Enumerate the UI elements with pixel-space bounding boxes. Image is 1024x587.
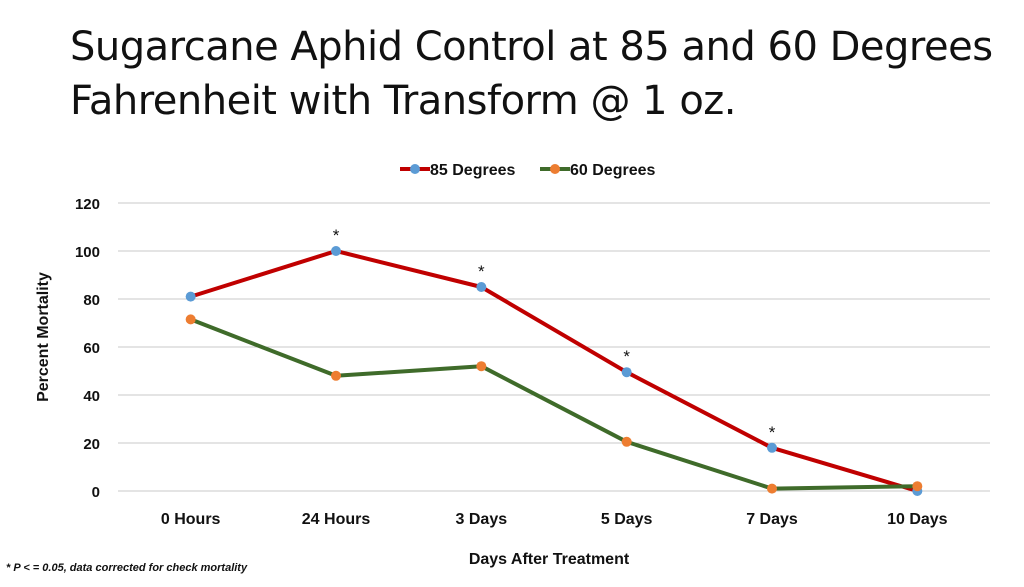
significance-marker: *	[478, 262, 485, 281]
x-tick-label: 10 Days	[887, 511, 948, 528]
footnote: * P < = 0.05, data corrected for check m…	[6, 562, 248, 574]
data-point	[331, 370, 341, 381]
data-point	[331, 246, 341, 256]
y-tick-label: 120	[75, 196, 100, 213]
legend-label: 60 Degrees	[570, 162, 655, 179]
legend-marker-swatch	[410, 164, 420, 174]
y-axis-tick-labels: 0 20 40 60 80 100 120	[75, 196, 100, 501]
x-tick-label: 24 Hours	[302, 511, 371, 528]
data-point	[912, 481, 923, 492]
chart-data-points	[185, 246, 923, 496]
chart-gridlines	[118, 202, 990, 492]
x-tick-label: 7 Days	[746, 511, 798, 528]
series-line	[190, 249, 918, 493]
data-point	[185, 291, 196, 302]
legend-item: 85 Degrees	[400, 162, 515, 179]
y-tick-label: 60	[83, 340, 100, 357]
data-point	[621, 367, 632, 378]
x-tick-label: 0 Hours	[161, 511, 221, 528]
slide-title-line-2: Fahrenheit with Transform @ 1 oz.	[70, 78, 737, 124]
chart-annotations: * * * *	[333, 226, 776, 442]
data-point	[476, 282, 487, 292]
data-point	[476, 361, 487, 372]
chart-series-lines	[189, 249, 918, 493]
data-point	[621, 436, 632, 447]
legend-marker-swatch	[550, 164, 560, 174]
significance-marker: *	[333, 226, 340, 245]
legend-label: 85 Degrees	[430, 162, 515, 179]
x-axis-tick-labels: 0 Hours 24 Hours 3 Days 5 Days 7 Days 10 Days	[161, 511, 948, 528]
x-axis-label: Days After Treatment	[469, 551, 630, 568]
chart-legend: 85 Degrees 60 Degrees	[400, 162, 655, 179]
x-tick-label: 5 Days	[601, 511, 653, 528]
data-point	[185, 314, 196, 325]
series-line	[189, 317, 918, 491]
data-point	[767, 483, 777, 494]
y-axis-label: Percent Mortality	[35, 272, 52, 402]
x-tick-label: 3 Days	[456, 511, 508, 528]
y-tick-label: 80	[83, 292, 100, 309]
legend-item: 60 Degrees	[540, 162, 655, 179]
y-tick-label: 0	[92, 484, 100, 501]
y-tick-label: 40	[83, 388, 100, 405]
slide-title-line-1: Sugarcane Aphid Control at 85 and 60 Deg…	[70, 24, 993, 70]
slide-title: Sugarcane Aphid Control at 85 and 60 Deg…	[70, 20, 1010, 128]
significance-marker: *	[623, 347, 630, 366]
y-tick-label: 100	[75, 244, 100, 261]
y-tick-label: 20	[83, 436, 100, 453]
significance-marker: *	[769, 423, 776, 442]
data-point	[767, 442, 777, 453]
